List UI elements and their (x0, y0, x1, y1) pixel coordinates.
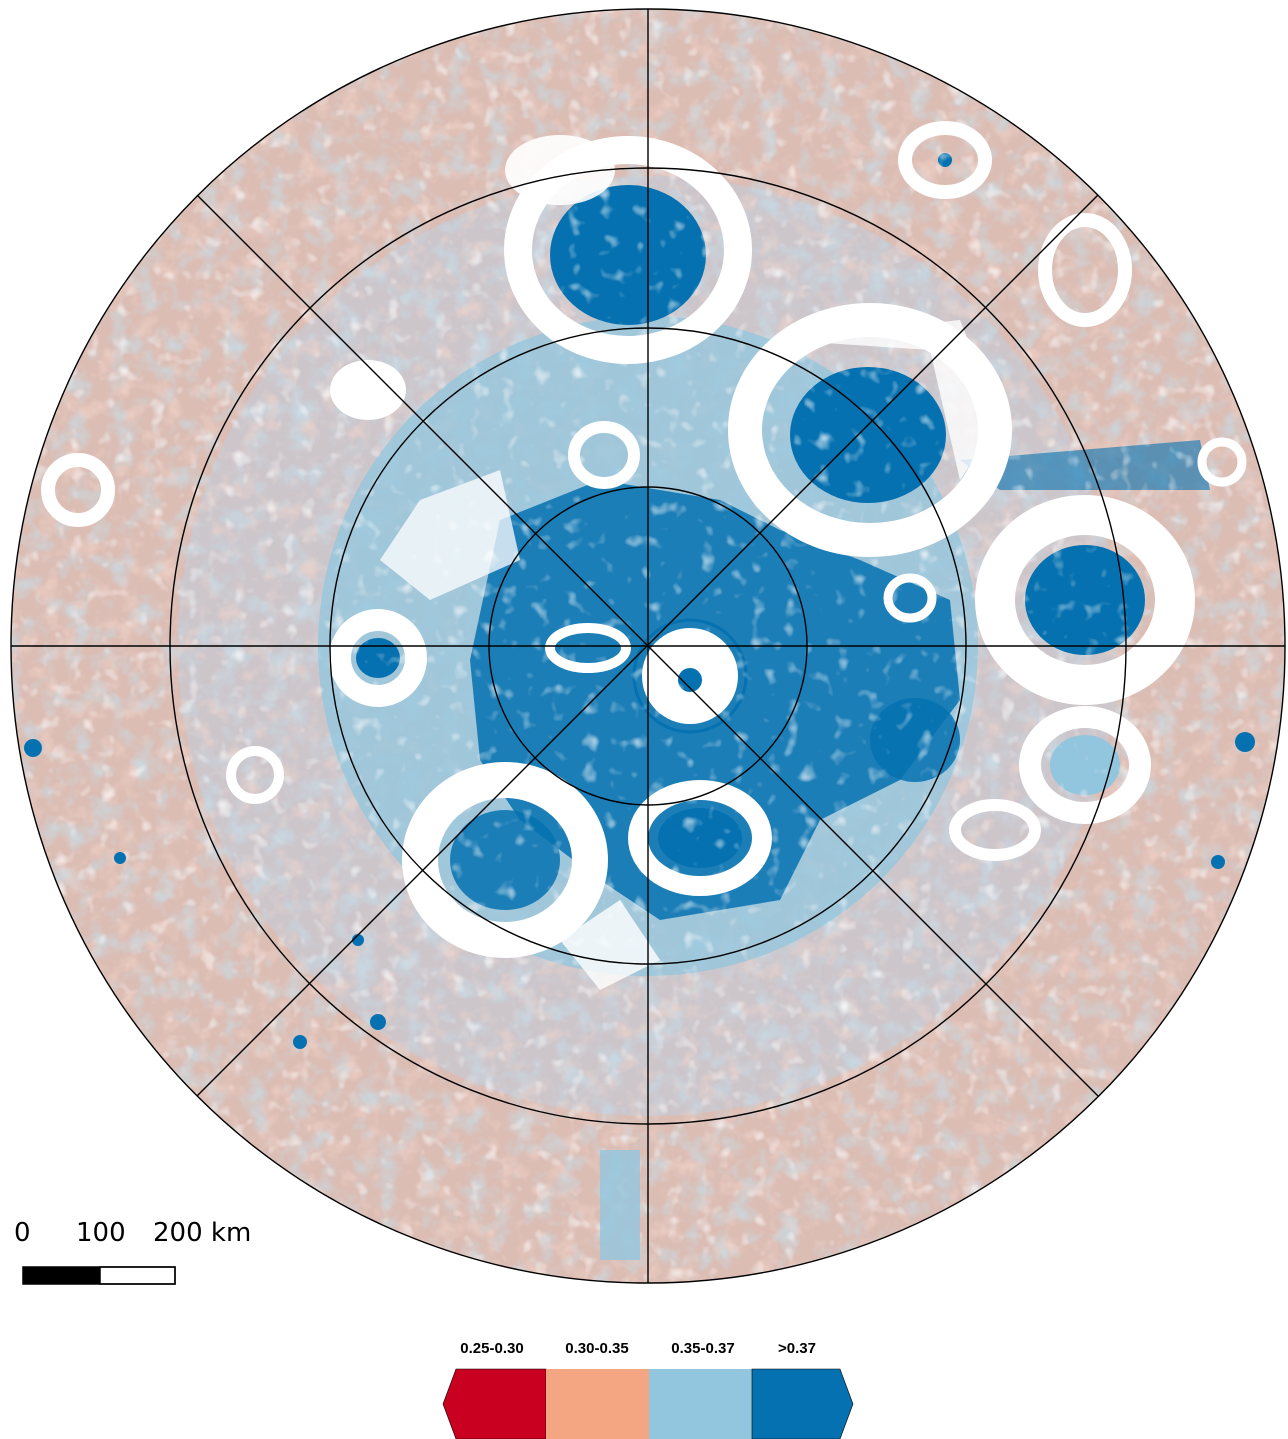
spot-1 (24, 739, 42, 757)
spot-7 (293, 1035, 307, 1049)
spot-6 (1211, 855, 1225, 869)
graticule (10, 8, 1286, 1284)
legend-class-2 (649, 1369, 752, 1439)
scale-tick-200: 200 km (153, 1218, 252, 1248)
legend-label-3: >0.37 (778, 1340, 816, 1357)
legend-colorbar (442, 1368, 854, 1439)
legend-class-1 (546, 1369, 649, 1439)
scale-bar-white (99, 1266, 176, 1285)
legend-class-0 (442, 1368, 547, 1439)
legend-label-1: 0.30-0.35 (565, 1340, 629, 1357)
south-streak (600, 1150, 640, 1260)
spot-2 (370, 1014, 386, 1030)
scale-tick-0: 0 (14, 1218, 31, 1248)
legend-class-3 (751, 1368, 854, 1439)
meridian-diagonal-2 (196, 194, 1099, 1097)
scale-bar (22, 1266, 176, 1285)
spot-3 (352, 934, 364, 946)
legend-label-2: 0.35-0.37 (671, 1340, 735, 1357)
spot-4 (114, 852, 126, 864)
albedo-map (11, 9, 1285, 1283)
legend-label-0: 0.25-0.30 (460, 1340, 524, 1357)
spot-5 (1235, 732, 1255, 752)
scale-tick-100: 100 (76, 1218, 126, 1248)
scale-bar-black (23, 1267, 100, 1284)
scale-bar-frame (22, 1266, 176, 1285)
no-data-speckle (11, 9, 1285, 1283)
